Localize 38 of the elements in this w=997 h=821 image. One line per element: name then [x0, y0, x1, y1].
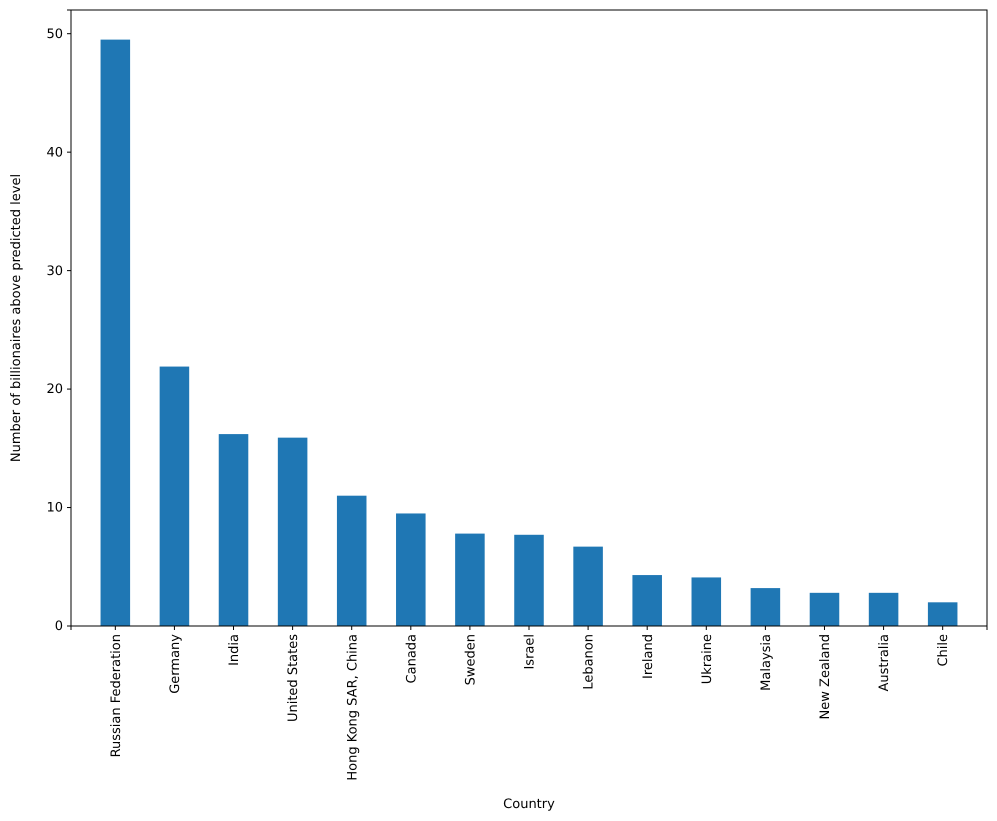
bar: [868, 592, 898, 626]
x-axis-title: Country: [503, 797, 556, 812]
x-tick-label: Lebanon: [582, 634, 597, 690]
bar: [692, 577, 722, 626]
bar: [514, 534, 544, 626]
y-tick-label: 40: [46, 145, 63, 160]
y-tick-label: 20: [46, 382, 63, 398]
x-tick-label: New Zealand: [818, 634, 834, 720]
x-tick-label: Germany: [168, 634, 183, 694]
x-tick-label: Australia: [877, 634, 892, 692]
bar: [160, 366, 190, 626]
bar: [750, 588, 780, 626]
y-tick-label: 10: [46, 500, 63, 516]
y-tick-label: 50: [46, 26, 63, 42]
bar: [218, 434, 248, 626]
bar: [455, 534, 485, 626]
x-tick-label: Russian Federation: [108, 634, 124, 758]
x-tick-label: India: [227, 634, 242, 666]
bar: [278, 438, 308, 626]
x-tick-label: Ukraine: [700, 634, 715, 684]
x-tick-label: Hong Kong SAR, China: [345, 634, 360, 781]
bar: [396, 513, 426, 626]
y-tick-label: 0: [54, 619, 63, 634]
bar: [632, 575, 662, 626]
x-tick-label: United States: [286, 634, 302, 722]
y-tick-label: 30: [46, 264, 63, 279]
x-tick-label: Ireland: [640, 634, 656, 679]
x-tick-label: Chile: [936, 634, 952, 667]
bar: [100, 40, 130, 626]
x-tick-label: Sweden: [463, 634, 478, 686]
bar: [928, 602, 958, 626]
x-tick-label: Israel: [522, 634, 538, 670]
bar: [573, 546, 603, 626]
y-axis-title: Number of billionaires above predicted level: [9, 174, 24, 462]
x-tick-label: Malaysia: [758, 634, 774, 691]
x-tick-label: Canada: [404, 634, 420, 684]
bar: [336, 496, 366, 626]
bar: [810, 592, 840, 626]
